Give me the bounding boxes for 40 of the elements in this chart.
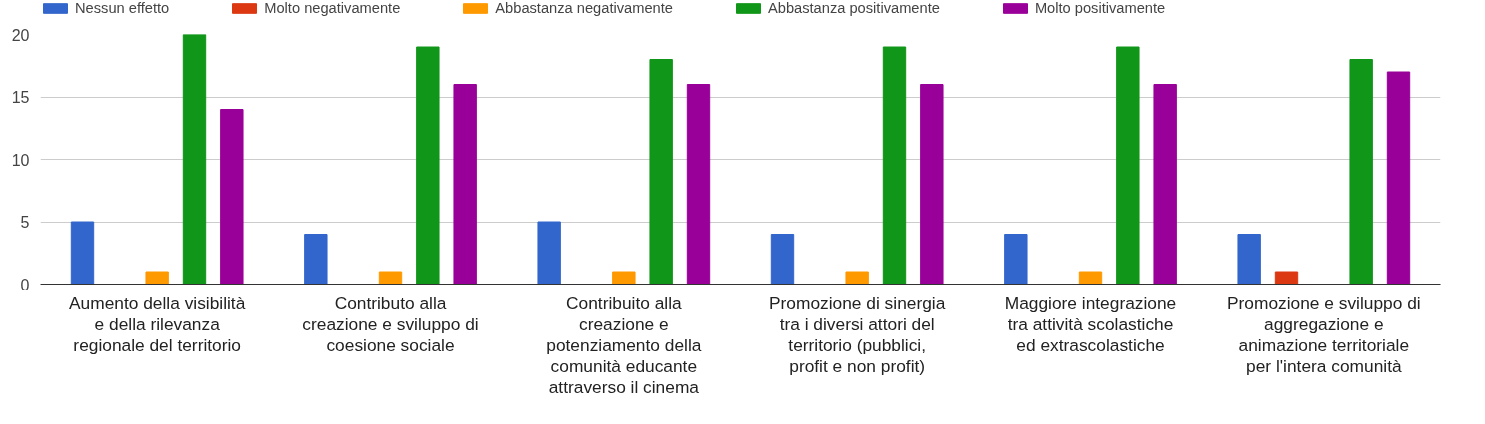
bar — [1078, 271, 1103, 285]
y-tick-label: 0 — [20, 276, 30, 294]
bar — [1349, 59, 1373, 285]
bar — [182, 34, 207, 285]
bar — [416, 46, 440, 285]
x-tick-label: Aumento della visibilità e della rilevanza regionale del territorio — [69, 292, 246, 355]
legend-label: Molto positivamente — [1034, 0, 1166, 16]
legend-label: Abbastanza negativamente — [495, 0, 673, 16]
x-tick-label: Maggiore integrazione tra attività scolastiche ed extrascolastiche — [1004, 292, 1177, 355]
bar — [1004, 234, 1028, 285]
bar — [1237, 234, 1261, 285]
legend-label: Abbastanza positivamente — [767, 0, 940, 16]
x-tick-label: Contributo alla creazione e sviluppo di coesione sociale — [302, 292, 479, 355]
bar — [845, 271, 869, 285]
bar — [378, 271, 403, 285]
bar — [1116, 46, 1140, 285]
bar — [304, 234, 328, 285]
bar — [920, 84, 944, 285]
bar — [882, 46, 907, 285]
bar — [1386, 71, 1411, 285]
x-tick-label: Contribuito alla creazione e potenziamento della comunità educante attraverso il cinema — [546, 292, 702, 397]
y-tick-label: 5 — [20, 214, 30, 231]
legend-label: Molto negativamente — [264, 0, 401, 16]
bar — [220, 109, 244, 285]
bar — [537, 221, 561, 285]
x-tick-label: Promozione di sinergia tra i diversi attori del territorio (pubblici, profit e non profit) — [769, 292, 946, 376]
y-tick-label: 20 — [11, 26, 30, 44]
bar — [649, 59, 673, 285]
bar — [145, 271, 169, 285]
bar — [770, 234, 795, 285]
bar — [1153, 84, 1177, 285]
bar — [70, 221, 95, 285]
bar — [1274, 271, 1299, 285]
y-tick-label: 15 — [11, 89, 30, 106]
bar — [453, 84, 477, 285]
bar — [612, 271, 636, 285]
bar — [686, 84, 711, 285]
x-tick-label: Promozione e sviluppo di aggregazione e animazione territoriale per l'intera comunità — [1227, 292, 1421, 376]
y-tick-label: 10 — [11, 151, 30, 169]
legend-label: Nessun effetto — [75, 0, 170, 16]
